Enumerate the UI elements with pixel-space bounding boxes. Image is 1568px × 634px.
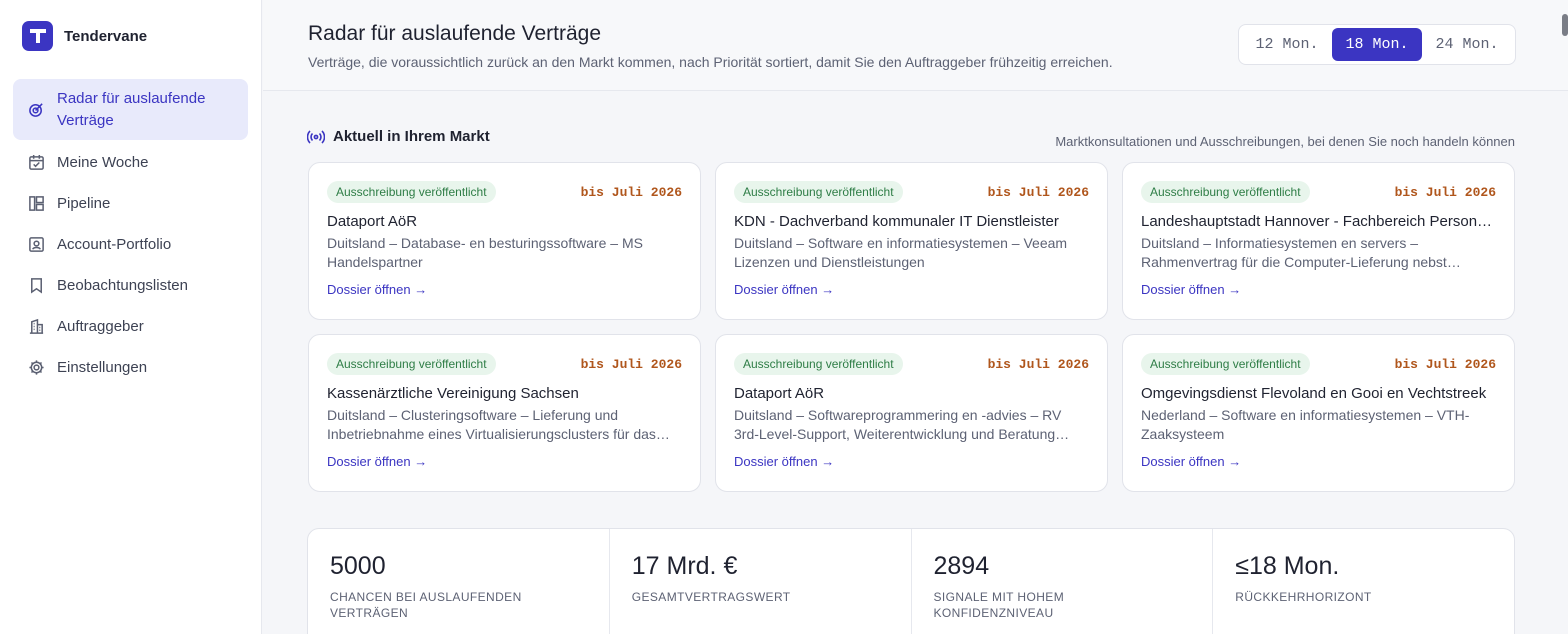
range-selector: 12 Mon. 18 Mon. 24 Mon. [1238,24,1516,65]
card-description: Duitsland – Informatiesystemen en server… [1141,235,1447,270]
due-date: bis Juli 2026 [1394,356,1496,372]
gear-icon [27,359,45,377]
sidebar-item-label: Auftraggeber [57,318,144,335]
due-date: bis Juli 2026 [1394,184,1496,200]
stat-value: 2894 [933,552,990,580]
sidebar-item-auftraggeber[interactable]: Auftraggeber [13,306,248,347]
opportunity-card[interactable]: Ausschreibung veröffentlicht bis Juli 202… [1122,162,1515,320]
opportunity-card[interactable]: Ausschreibung veröffentlicht bis Juli 202… [308,334,701,492]
status-badge: Ausschreibung veröffentlicht [327,181,496,203]
sidebar-item-radar[interactable]: Radar für auslaufende Verträge [13,79,248,140]
range-24-button[interactable]: 24 Mon. [1435,36,1499,53]
sidebar-item-label: Account-Portfolio [57,236,172,253]
tendervane-logo-icon [22,21,53,51]
kanban-icon [27,195,45,213]
card-description: Nederland – Software en informatiesystem… [1141,407,1470,442]
stat-label: Gesamtvertragswert [631,590,791,604]
status-badge: Ausschreibung veröffentlicht [1141,181,1310,203]
due-date: bis Juli 2026 [987,356,1089,372]
radar-icon [27,101,45,119]
stat-label: Signale mit hohem Konfidenzniveau [933,590,1065,620]
calendar-check-icon [27,154,45,172]
app-name: Tendervane [64,27,148,45]
sidebar-item-label: Meine Woche [57,154,149,171]
card-description: Duitsland – Software en informatiesystem… [734,235,1068,270]
sidebar-item-account-portfolio[interactable]: Account-Portfolio [13,224,248,265]
card-title: KDN - Dachverband kommunaler IT Dienstle… [734,213,1059,230]
sidebar: Tendervane Radar für auslaufende Verträg… [0,0,262,634]
stat-horizon: ≤18 Mon. Rückkehrhorizont [1213,529,1514,634]
brand[interactable]: Tendervane [22,21,147,51]
card-description: Duitsland – Clusteringsoftware – Lieferu… [327,407,656,442]
card-title: Landeshauptstadt Hannover - Fachbereich … [1141,213,1496,230]
open-dossier-link[interactable]: Dossier öffnen → [327,282,428,297]
sidebar-item-einstellungen[interactable]: Einstellungen [13,347,248,388]
opportunity-card[interactable]: Ausschreibung veröffentlicht bis Juli 202… [715,162,1108,320]
opportunity-card[interactable]: Ausschreibung veröffentlicht bis Juli 202… [1122,334,1515,492]
card-title: Dataport AöR [734,385,825,402]
stat-label: Rückkehrhorizont [1235,590,1372,604]
scrollbar-thumb[interactable] [1562,14,1568,36]
sidebar-item-meine-woche[interactable]: Meine Woche [13,142,248,183]
due-date: bis Juli 2026 [580,356,682,372]
status-badge: Ausschreibung veröffentlicht [734,353,903,375]
broadcast-icon [307,129,325,144]
section-title: Aktuell in Ihrem Markt [333,128,490,145]
section-header: Aktuell in Ihrem Markt [307,128,490,145]
page-subtitle: Verträge, die voraussichtlich zurück an … [308,54,1113,70]
range-12-button[interactable]: 12 Mon. [1255,36,1319,53]
opportunity-card[interactable]: Ausschreibung veröffentlicht bis Juli 202… [715,334,1108,492]
stat-value: ≤18 Mon. [1235,552,1340,580]
status-badge: Ausschreibung veröffentlicht [327,353,496,375]
open-dossier-link[interactable]: Dossier öffnen → [327,454,428,469]
status-badge: Ausschreibung veröffentlicht [734,181,903,203]
sidebar-item-label: Pipeline [57,195,111,212]
open-dossier-link[interactable]: Dossier öffnen → [1141,454,1242,469]
bookmark-icon [27,277,45,295]
open-dossier-link[interactable]: Dossier öffnen → [734,282,835,297]
sidebar-item-label: Einstellungen [57,359,148,376]
stat-high-confidence: 2894 Signale mit hohem Konfidenzniveau [912,529,1214,634]
card-title: Dataport AöR [327,213,418,230]
stat-chances: 5000 Chancen bei auslaufenden Verträgen [308,529,610,634]
open-dossier-link[interactable]: Dossier öffnen → [734,454,835,469]
stat-total-value: 17 Mrd. € Gesamtvertragswert [610,529,912,634]
sidebar-item-label: Radar für auslaufende Verträge [57,89,206,129]
status-badge: Ausschreibung veröffentlicht [1141,353,1310,375]
stat-value: 17 Mrd. € [631,552,738,580]
page-title: Radar für auslaufende Verträge [308,22,602,45]
sidebar-item-pipeline[interactable]: Pipeline [13,183,248,224]
card-description: Duitsland – Database- en besturingssoftw… [327,235,643,270]
stats-panel: 5000 Chancen bei auslaufenden Verträgen … [307,528,1515,634]
range-18-button[interactable]: 18 Mon. [1332,28,1422,61]
page-header: Radar für auslaufende Verträge Verträge,… [263,0,1568,91]
card-title: Kassenärztliche Vereinigung Sachsen [327,385,579,402]
opportunity-card[interactable]: Ausschreibung veröffentlicht bis Juli 202… [308,162,701,320]
contact-card-icon [27,236,45,254]
section-note: Marktkonsultationen und Ausschreibungen,… [1055,134,1515,149]
due-date: bis Juli 2026 [987,184,1089,200]
sidebar-item-label: Beobachtungslisten [57,277,188,294]
building-icon [27,318,45,336]
card-title: Omgevingsdienst Flevoland en Gooi en Vec… [1141,385,1487,402]
stat-value: 5000 [330,552,386,580]
open-dossier-link[interactable]: Dossier öffnen → [1141,282,1242,297]
card-description: Duitsland – Softwareprogrammering en -ad… [734,407,1062,442]
stat-label: Chancen bei auslaufenden Verträgen [330,590,522,620]
sidebar-item-beobachtungslisten[interactable]: Beobachtungslisten [13,265,248,306]
sidebar-nav: Radar für auslaufende Verträge Meine Woc… [13,79,248,388]
due-date: bis Juli 2026 [580,184,682,200]
